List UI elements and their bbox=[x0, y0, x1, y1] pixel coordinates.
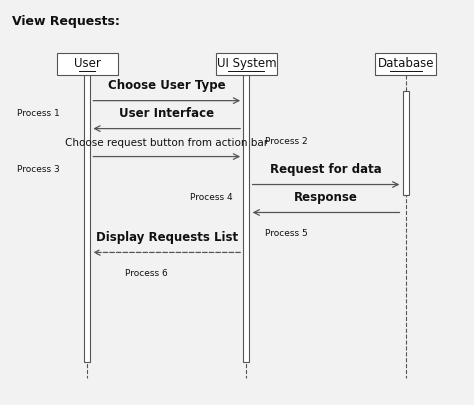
Text: Response: Response bbox=[294, 191, 358, 204]
Text: User: User bbox=[73, 57, 100, 70]
Bar bbox=[57, 53, 118, 75]
Text: Request for data: Request for data bbox=[270, 163, 382, 176]
Text: Process 2: Process 2 bbox=[265, 137, 308, 146]
Bar bbox=[84, 75, 90, 362]
Text: Process 3: Process 3 bbox=[17, 165, 60, 174]
Text: Process 4: Process 4 bbox=[190, 193, 233, 202]
Text: UI System: UI System bbox=[217, 57, 276, 70]
Text: Database: Database bbox=[377, 57, 434, 70]
Text: Display Requests List: Display Requests List bbox=[96, 230, 238, 244]
Text: Choose User Type: Choose User Type bbox=[108, 79, 226, 92]
Bar bbox=[375, 53, 436, 75]
Text: User Interface: User Interface bbox=[119, 107, 214, 120]
Text: Choose request button from action bar: Choose request button from action bar bbox=[65, 138, 268, 148]
Text: View Requests:: View Requests: bbox=[12, 15, 120, 28]
Text: Process 5: Process 5 bbox=[265, 229, 308, 238]
Bar bbox=[216, 53, 277, 75]
Text: Process 1: Process 1 bbox=[17, 109, 60, 118]
Bar bbox=[402, 91, 409, 194]
Bar bbox=[243, 75, 249, 362]
Text: Process 6: Process 6 bbox=[125, 269, 167, 278]
